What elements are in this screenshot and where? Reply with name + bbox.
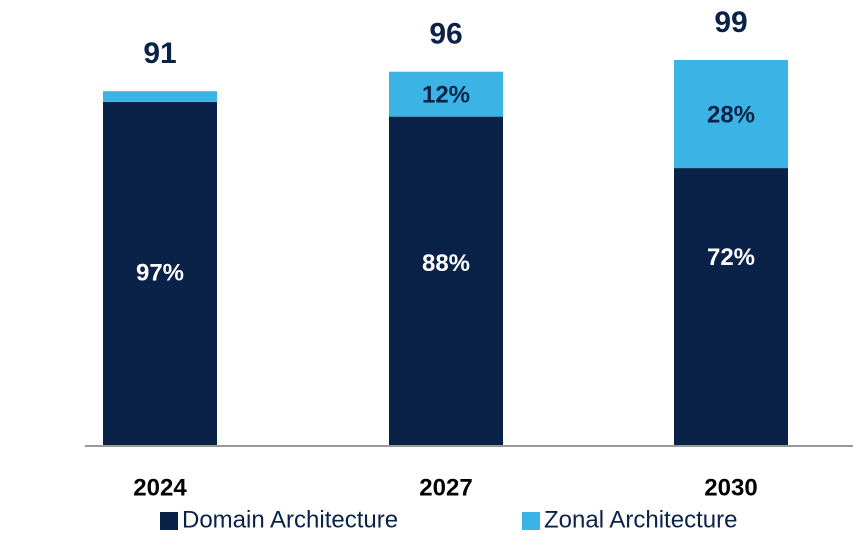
bar-segment [389, 71, 503, 117]
bar-segment [103, 91, 217, 102]
bar-segment [674, 60, 788, 169]
total-label: 91 [143, 37, 176, 70]
segment-label: 88% [422, 250, 470, 277]
bar-segment [389, 116, 503, 446]
legend-swatch [160, 512, 178, 530]
segment-label: 12% [422, 81, 470, 108]
x-tick-label: 2024 [133, 474, 187, 501]
segment-label: 28% [707, 101, 755, 128]
segment-label: 72% [707, 244, 755, 271]
legend-label: Zonal Architecture [544, 506, 737, 533]
bar-segment [103, 101, 217, 447]
segment-label: 97% [136, 259, 184, 286]
total-label: 99 [714, 6, 747, 39]
legend-swatch [522, 512, 540, 530]
bar-segment [674, 168, 788, 446]
total-label: 96 [429, 18, 462, 51]
x-tick-label: 2030 [704, 474, 757, 501]
x-tick-label: 2027 [419, 474, 472, 501]
legend-label: Domain Architecture [182, 506, 398, 533]
